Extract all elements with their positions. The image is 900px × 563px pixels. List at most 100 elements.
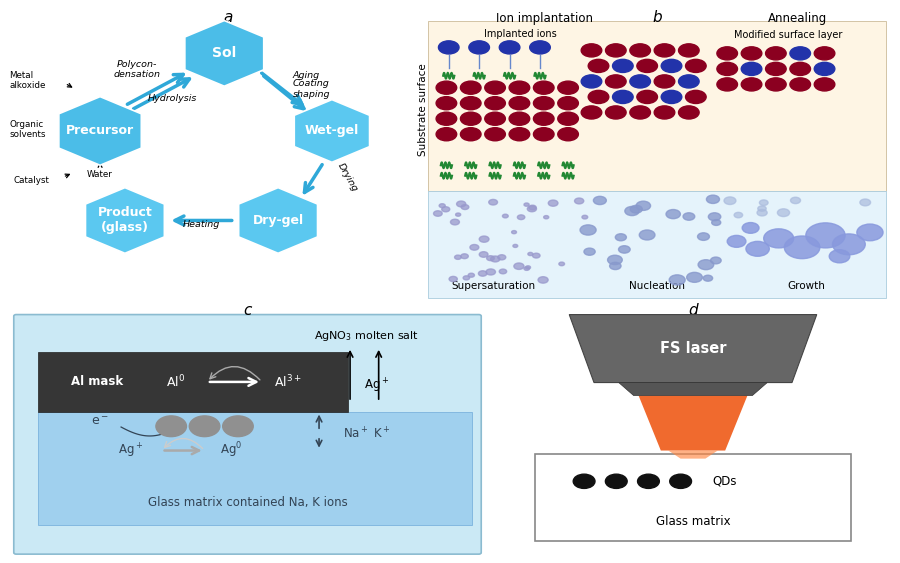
Circle shape bbox=[534, 97, 554, 110]
Circle shape bbox=[606, 75, 626, 88]
Circle shape bbox=[778, 209, 789, 217]
Text: Ag$^0$: Ag$^0$ bbox=[220, 441, 242, 461]
FancyBboxPatch shape bbox=[38, 352, 347, 412]
Circle shape bbox=[469, 41, 490, 54]
Polygon shape bbox=[569, 315, 817, 383]
Text: Organic
solvents: Organic solvents bbox=[9, 120, 46, 139]
Text: e$^-$: e$^-$ bbox=[91, 415, 109, 428]
Circle shape bbox=[486, 269, 496, 275]
Circle shape bbox=[757, 209, 767, 216]
Circle shape bbox=[524, 203, 529, 206]
Circle shape bbox=[528, 252, 533, 256]
Circle shape bbox=[573, 474, 595, 489]
Circle shape bbox=[534, 128, 554, 141]
Text: Drying: Drying bbox=[336, 162, 360, 193]
Circle shape bbox=[630, 106, 651, 119]
Circle shape bbox=[461, 204, 469, 209]
Circle shape bbox=[479, 236, 489, 242]
Text: a: a bbox=[224, 10, 233, 25]
Circle shape bbox=[683, 213, 695, 220]
Circle shape bbox=[806, 223, 845, 248]
Circle shape bbox=[449, 276, 457, 282]
Circle shape bbox=[442, 207, 450, 212]
Circle shape bbox=[491, 256, 500, 262]
Circle shape bbox=[461, 81, 481, 94]
Circle shape bbox=[454, 255, 462, 260]
Circle shape bbox=[814, 62, 835, 75]
Circle shape bbox=[717, 78, 737, 91]
Circle shape bbox=[686, 91, 706, 104]
Circle shape bbox=[468, 273, 474, 277]
Circle shape bbox=[479, 271, 487, 276]
Polygon shape bbox=[294, 100, 370, 162]
Text: Al$^{3+}$: Al$^{3+}$ bbox=[274, 374, 302, 390]
Circle shape bbox=[524, 267, 529, 270]
Circle shape bbox=[637, 59, 658, 73]
Circle shape bbox=[758, 206, 766, 211]
Text: Product
(glass): Product (glass) bbox=[97, 207, 152, 234]
Circle shape bbox=[670, 275, 685, 285]
Circle shape bbox=[832, 234, 865, 255]
Circle shape bbox=[609, 262, 621, 270]
Circle shape bbox=[670, 474, 691, 489]
Text: Hydrolysis: Hydrolysis bbox=[148, 93, 197, 102]
Circle shape bbox=[487, 256, 494, 261]
Circle shape bbox=[500, 269, 507, 274]
Circle shape bbox=[156, 416, 186, 437]
Circle shape bbox=[485, 81, 506, 94]
Text: Coating
shaping: Coating shaping bbox=[292, 79, 330, 99]
Circle shape bbox=[686, 59, 706, 73]
Circle shape bbox=[764, 229, 794, 248]
Circle shape bbox=[708, 213, 721, 221]
Circle shape bbox=[581, 75, 602, 88]
Circle shape bbox=[518, 215, 525, 220]
Circle shape bbox=[698, 233, 709, 240]
Circle shape bbox=[606, 44, 626, 57]
Text: Al mask: Al mask bbox=[71, 376, 123, 388]
Circle shape bbox=[222, 416, 253, 437]
Circle shape bbox=[766, 78, 787, 91]
Circle shape bbox=[529, 205, 536, 210]
Circle shape bbox=[618, 245, 630, 253]
Circle shape bbox=[509, 128, 530, 141]
Text: Ag$^+$: Ag$^+$ bbox=[364, 377, 389, 395]
Circle shape bbox=[436, 81, 456, 94]
Circle shape bbox=[509, 112, 530, 126]
Circle shape bbox=[485, 112, 506, 126]
Circle shape bbox=[456, 201, 466, 207]
Circle shape bbox=[829, 250, 850, 263]
Circle shape bbox=[530, 41, 550, 54]
FancyBboxPatch shape bbox=[428, 20, 886, 191]
Circle shape bbox=[742, 47, 761, 60]
Text: Water: Water bbox=[87, 169, 113, 178]
Circle shape bbox=[470, 244, 479, 250]
Polygon shape bbox=[639, 395, 747, 450]
Circle shape bbox=[784, 236, 820, 258]
Circle shape bbox=[613, 59, 633, 73]
Circle shape bbox=[679, 44, 699, 57]
Circle shape bbox=[742, 78, 761, 91]
Circle shape bbox=[461, 97, 481, 110]
Circle shape bbox=[534, 81, 554, 94]
Circle shape bbox=[455, 213, 461, 216]
Circle shape bbox=[581, 44, 602, 57]
Circle shape bbox=[698, 260, 714, 270]
Text: Na$^+$ K$^+$: Na$^+$ K$^+$ bbox=[343, 427, 391, 442]
Circle shape bbox=[511, 231, 517, 234]
Circle shape bbox=[766, 62, 787, 75]
Circle shape bbox=[679, 106, 699, 119]
Circle shape bbox=[613, 91, 633, 104]
Circle shape bbox=[636, 201, 651, 211]
Circle shape bbox=[654, 44, 675, 57]
Circle shape bbox=[706, 195, 719, 203]
Circle shape bbox=[860, 199, 870, 206]
Circle shape bbox=[742, 62, 761, 75]
Text: Ion implantation: Ion implantation bbox=[496, 12, 593, 25]
Circle shape bbox=[724, 197, 736, 204]
Circle shape bbox=[558, 128, 579, 141]
Circle shape bbox=[814, 78, 835, 91]
Circle shape bbox=[485, 128, 506, 141]
Circle shape bbox=[461, 128, 481, 141]
Circle shape bbox=[857, 224, 883, 241]
Text: Heating: Heating bbox=[183, 221, 220, 230]
